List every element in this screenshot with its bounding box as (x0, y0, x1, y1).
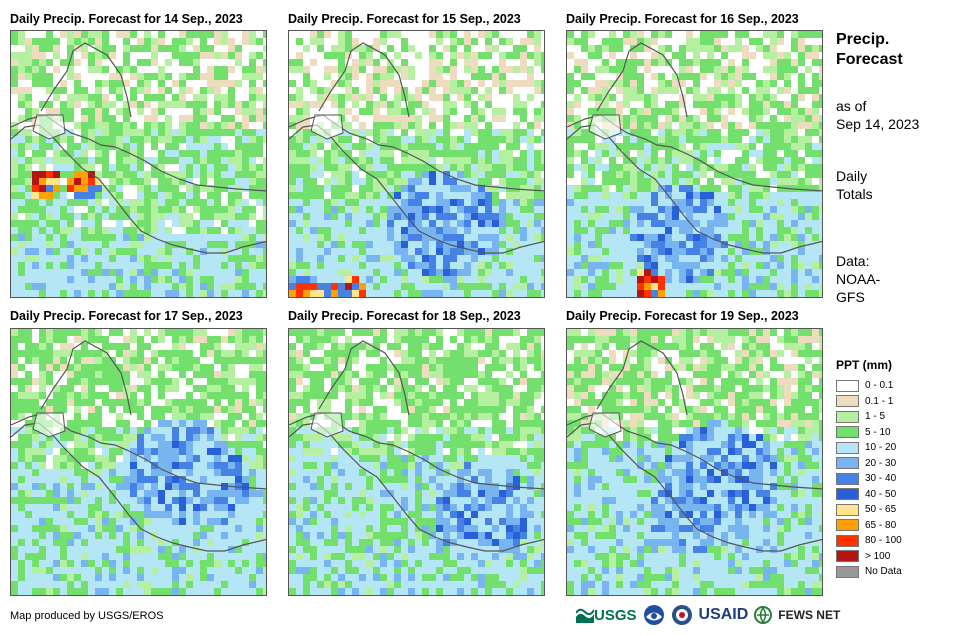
legend-swatch (836, 519, 859, 532)
panel-title-2: Daily Precip. Forecast for 15 Sep., 2023 (288, 12, 521, 26)
data-source-line1: Data: (836, 253, 870, 269)
country-border (32, 114, 66, 140)
legend-swatch (836, 550, 859, 563)
partner-logos: USGS USAID FEWS NET (576, 602, 840, 628)
forecast-map-18-sep (288, 328, 545, 596)
panel-title-1: Daily Precip. Forecast for 14 Sep., 2023 (10, 12, 243, 26)
precip-grid (11, 329, 266, 595)
precip-grid (289, 329, 544, 595)
forecast-map-15-sep (288, 30, 545, 298)
data-source-line3: GFS (836, 289, 865, 305)
legend-swatch (836, 534, 859, 547)
country-border (32, 412, 66, 438)
legend-item: 20 - 30 (836, 456, 902, 472)
legend-item: 80 - 100 (836, 533, 902, 549)
side-title-line2: Forecast (836, 51, 903, 68)
legend-swatch (836, 457, 859, 470)
map-credit: Map produced by USGS/EROS (10, 610, 164, 622)
legend-label: 0.1 - 1 (865, 395, 894, 407)
noaa-logo-icon (643, 605, 664, 625)
legend-swatch (836, 426, 859, 439)
usgs-wave-icon (576, 608, 594, 623)
legend-label: 65 - 80 (865, 519, 897, 531)
legend-swatch (836, 410, 859, 423)
precip-grid (289, 31, 544, 297)
panel-title-5: Daily Precip. Forecast for 18 Sep., 2023 (288, 309, 521, 323)
legend-swatch (836, 565, 859, 578)
forecast-map-14-sep (10, 30, 267, 298)
legend-label: 0 - 0.1 (865, 380, 894, 392)
fewsnet-globe-icon (754, 606, 773, 624)
as-of-label: as of (836, 98, 867, 114)
legend-label: 20 - 30 (865, 457, 897, 469)
side-title: Precip. Forecast (836, 30, 903, 70)
yucatan-coastline (318, 340, 410, 416)
daily-totals: Daily Totals (836, 167, 873, 203)
legend-label: 30 - 40 (865, 473, 897, 485)
legend-item: 50 - 65 (836, 502, 902, 518)
legend-item: 0 - 0.1 (836, 378, 902, 394)
yucatan-coastline (596, 340, 688, 416)
legend-item: 10 - 20 (836, 440, 902, 456)
legend-item: 30 - 40 (836, 471, 902, 487)
precip-legend: PPT (mm) 0 - 0.1 0.1 - 1 1 - 5 5 - 10 10… (836, 358, 902, 580)
daily-totals-line2: Totals (836, 186, 873, 202)
legend-label: 10 - 20 (865, 442, 897, 454)
usgs-logo: USGS (576, 607, 637, 624)
forecast-map-16-sep (566, 30, 823, 298)
legend-item: No Data (836, 564, 902, 580)
legend-item: 1 - 5 (836, 409, 902, 425)
country-border (588, 412, 622, 438)
legend-swatch (836, 441, 859, 454)
legend-swatch (836, 395, 859, 408)
legend-item: 0.1 - 1 (836, 394, 902, 410)
precip-grid (567, 329, 822, 595)
legend-item: 40 - 50 (836, 487, 902, 503)
usgs-logo-text: USGS (594, 606, 637, 624)
legend-label: 40 - 50 (865, 488, 897, 500)
legend-item: 5 - 10 (836, 425, 902, 441)
as-of-value: Sep 14, 2023 (836, 116, 920, 132)
country-border (310, 412, 344, 438)
country-border (588, 114, 622, 140)
legend-item: > 100 (836, 549, 902, 565)
legend-label: No Data (865, 566, 902, 578)
legend-swatch (836, 472, 859, 485)
legend-label: 80 - 100 (865, 535, 902, 547)
panel-title-4: Daily Precip. Forecast for 17 Sep., 2023 (10, 309, 243, 323)
legend-label: 5 - 10 (865, 426, 891, 438)
legend-swatch (836, 379, 859, 392)
daily-totals-line1: Daily (836, 168, 868, 184)
legend-label: 1 - 5 (865, 411, 886, 423)
yucatan-coastline (40, 42, 132, 118)
yucatan-coastline (40, 340, 132, 416)
usaid-logo-text: USAID (698, 606, 749, 623)
yucatan-coastline (318, 42, 410, 118)
precip-grid (567, 31, 822, 297)
yucatan-coastline (596, 42, 688, 118)
fewsnet-logo-text: FEWS NET (778, 608, 841, 622)
legend-item: 65 - 80 (836, 518, 902, 534)
data-source: Data: NOAA- GFS (836, 252, 880, 306)
country-border (310, 114, 344, 140)
as-of-date: as of Sep 14, 2023 (836, 97, 919, 133)
legend-swatch (836, 503, 859, 516)
precip-grid (11, 31, 266, 297)
legend-swatch (836, 488, 859, 501)
forecast-map-17-sep (10, 328, 267, 596)
panel-title-3: Daily Precip. Forecast for 16 Sep., 2023 (566, 12, 799, 26)
forecast-map-19-sep (566, 328, 823, 596)
side-title-line1: Precip. (836, 31, 890, 48)
data-source-line2: NOAA- (836, 271, 881, 287)
dos-seal-icon (671, 605, 692, 625)
legend-title: PPT (mm) (836, 358, 893, 372)
panel-title-6: Daily Precip. Forecast for 19 Sep., 2023 (566, 309, 799, 323)
legend-label: 50 - 65 (865, 504, 897, 516)
legend-label: > 100 (865, 550, 891, 562)
